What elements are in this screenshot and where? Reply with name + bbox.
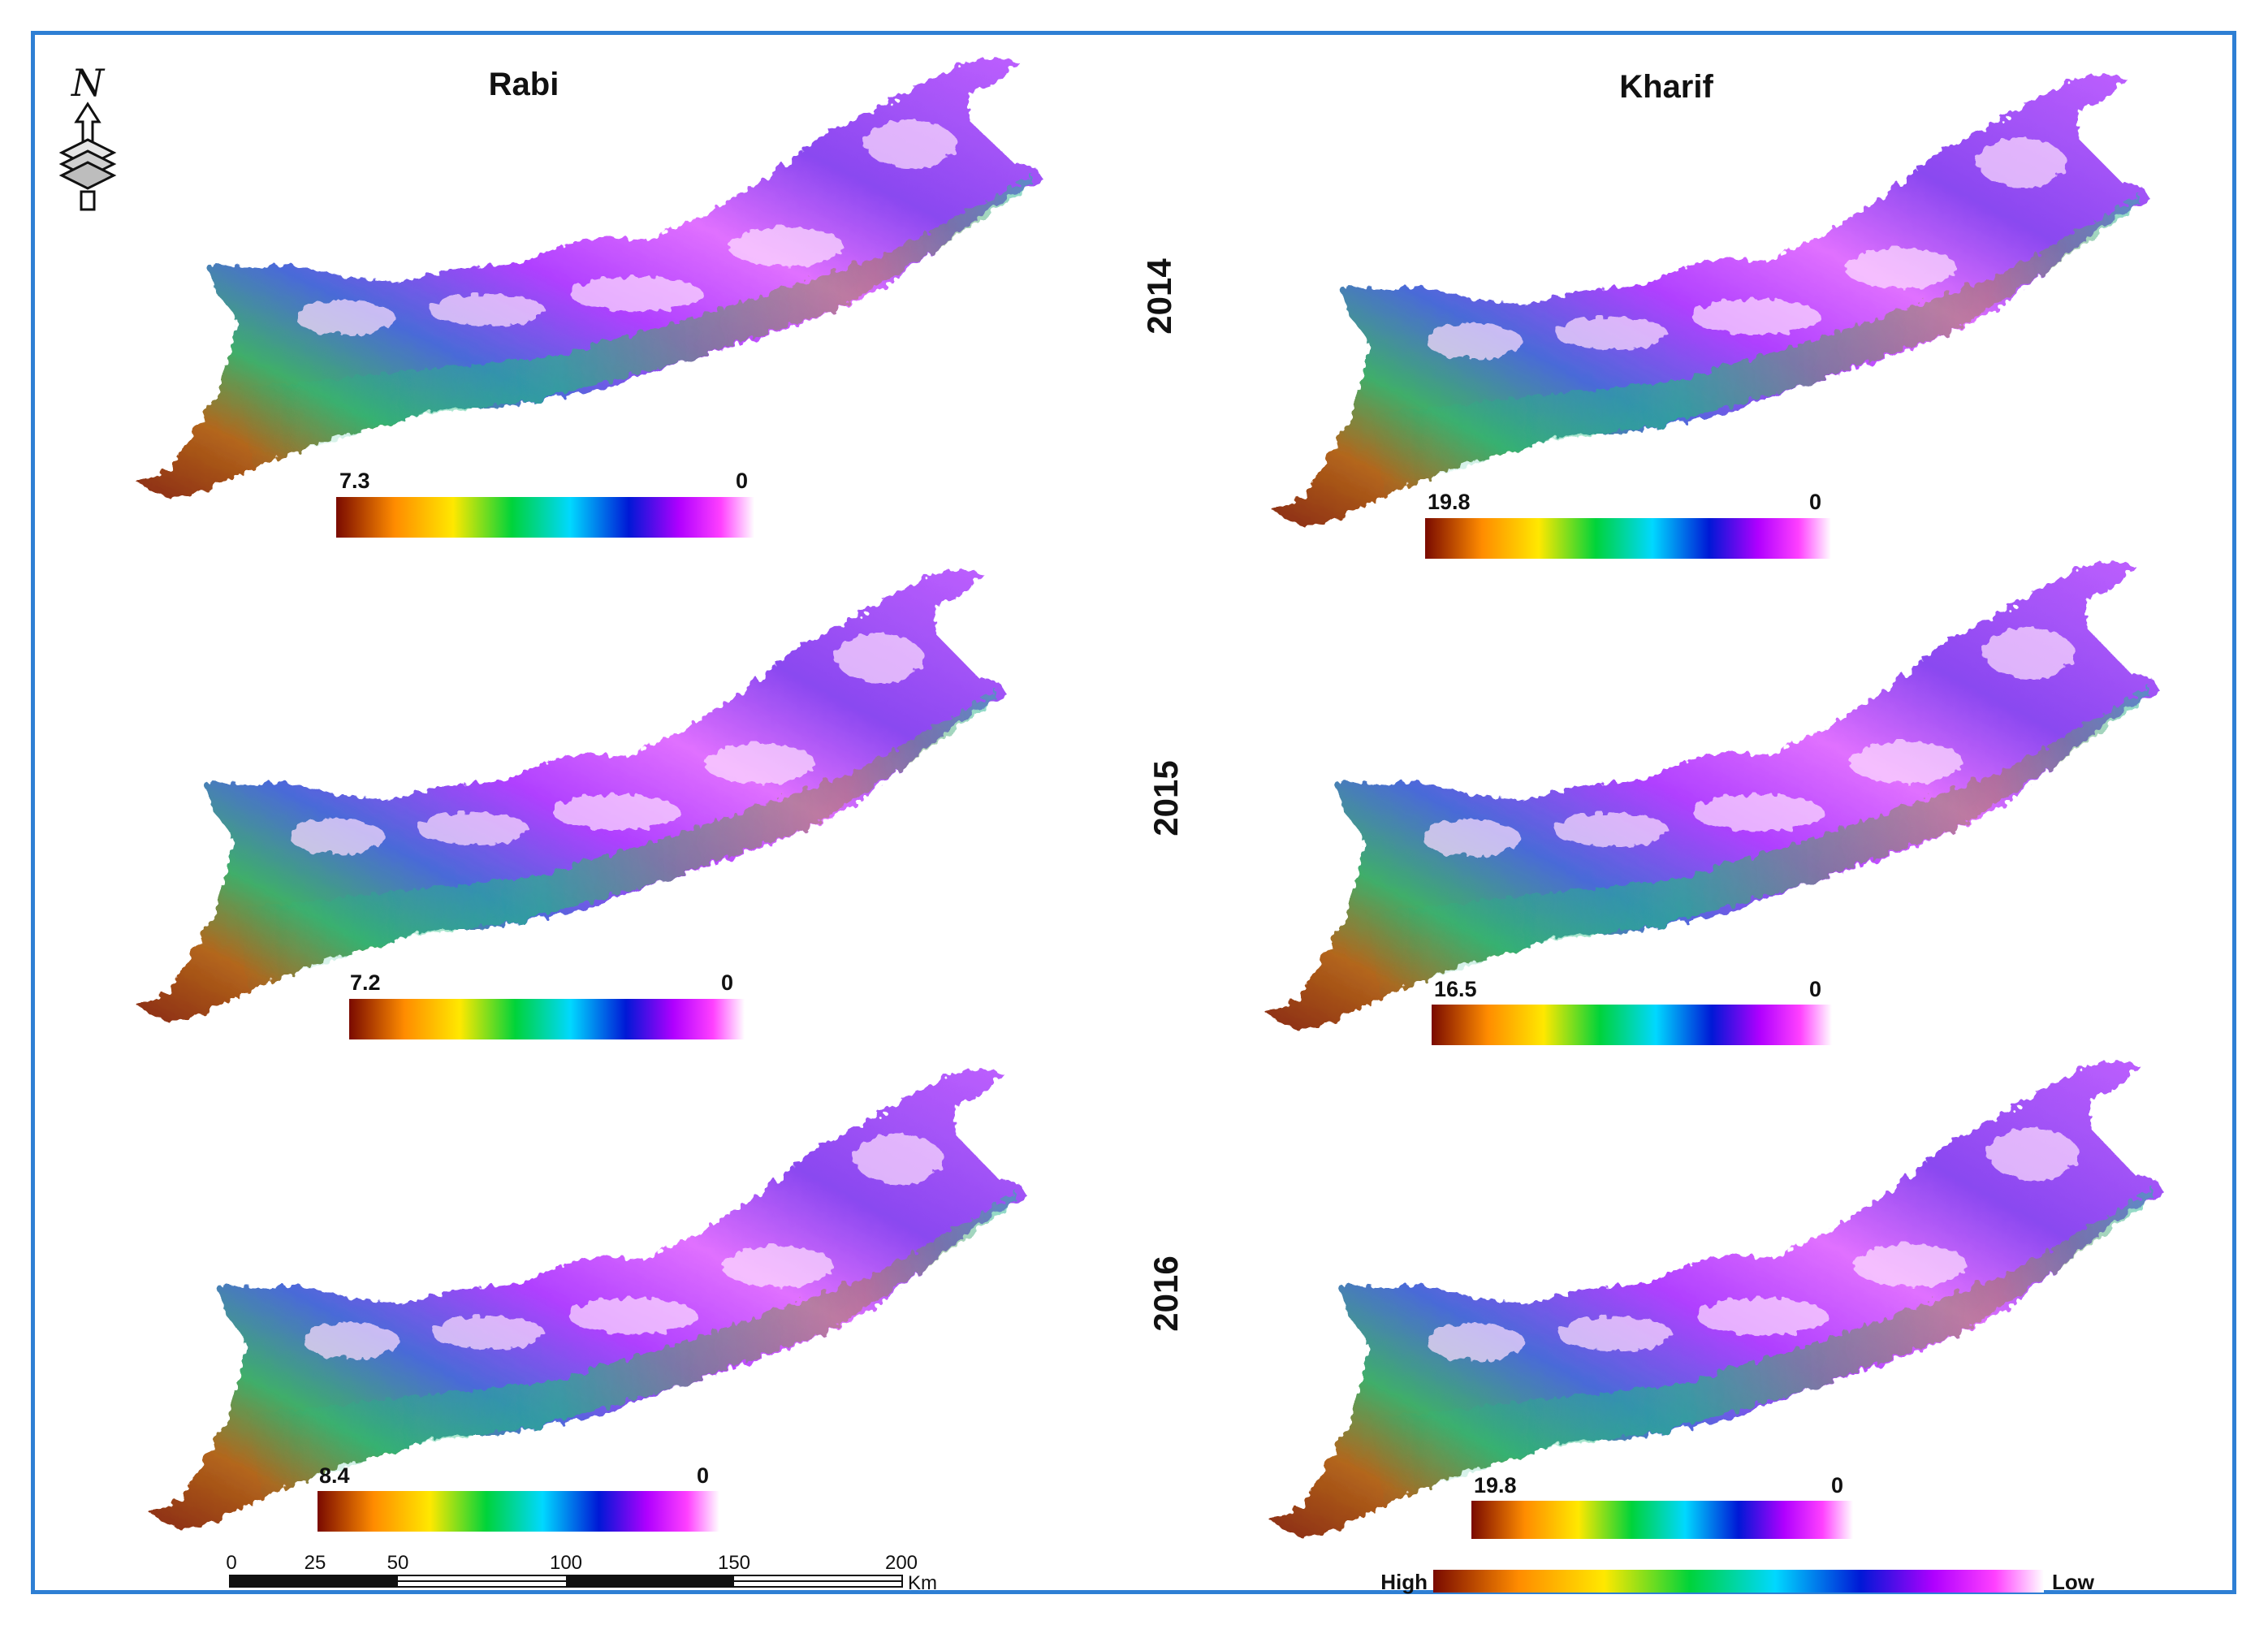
scale-tick: 200 — [885, 1552, 918, 1574]
low-value-patch — [1422, 819, 1521, 857]
legend-max-value: 7.3 — [339, 469, 370, 493]
low-value-patch — [865, 119, 957, 168]
low-value-patch — [1844, 248, 1958, 288]
high-value-band — [1365, 686, 2152, 998]
north-arrow-icon: N — [58, 61, 117, 211]
low-value-patch — [728, 227, 845, 266]
low-value-patch — [552, 794, 680, 830]
year-label-2014: 2014 — [1140, 258, 1178, 335]
low-value-patch — [303, 1322, 400, 1359]
legend-max-value: 16.5 — [1434, 977, 1477, 1001]
low-value-patch — [1691, 299, 1821, 335]
legend-kharif-2015: 16.5 0 — [1432, 977, 1832, 1045]
scale-tick: 100 — [550, 1552, 582, 1574]
low-value-patch — [569, 276, 703, 312]
legend-min-value: 0 — [1809, 490, 1821, 514]
low-value-patch — [1692, 793, 1825, 832]
main-legend: High Low — [1380, 1570, 2095, 1594]
scale-unit: Km — [908, 1572, 937, 1594]
low-value-patch — [1696, 1297, 1829, 1336]
legend-max-value: 7.2 — [350, 970, 381, 995]
scale-tick: 50 — [387, 1552, 409, 1574]
legend-min-value: 0 — [1831, 1473, 1843, 1498]
legend-max-value: 19.8 — [1428, 490, 1471, 514]
main-legend-ramp — [1433, 1570, 2044, 1593]
map-panel-rabi-2016 — [150, 1068, 1027, 1531]
low-value-patch — [1984, 627, 2075, 678]
map-panel-kharif-2016 — [1271, 1060, 2164, 1539]
low-value-patch — [853, 1134, 943, 1184]
high-value-band — [237, 175, 1035, 469]
high-value-band — [1369, 1188, 2156, 1505]
main-legend-low: Low — [2052, 1570, 2095, 1594]
low-value-patch — [1976, 138, 2066, 187]
legend-ramp — [1432, 1005, 1832, 1045]
column-title-kharif: Kharif — [1619, 69, 1713, 105]
year-label-2015: 2015 — [1147, 760, 1185, 836]
main-legend-high: High — [1380, 1570, 1428, 1594]
column-title-rabi: Rabi — [489, 67, 559, 102]
north-label: N — [71, 61, 106, 105]
legend-max-value: 8.4 — [319, 1463, 350, 1488]
low-value-patch — [429, 293, 546, 326]
legend-min-value: 0 — [697, 1463, 709, 1488]
low-value-patch — [1426, 323, 1523, 359]
scale-tick: 0 — [226, 1552, 236, 1574]
low-value-patch — [1554, 317, 1668, 349]
low-value-patch — [1852, 1243, 1968, 1287]
high-value-band — [246, 1191, 1020, 1498]
legend-ramp — [318, 1491, 719, 1532]
legend-rabi-2014: 7.3 0 — [336, 469, 754, 538]
legend-ramp — [336, 497, 754, 538]
low-value-patch — [835, 633, 923, 682]
legend-rabi-2015: 7.2 0 — [349, 970, 745, 1039]
low-value-patch — [431, 1316, 545, 1350]
low-value-patch — [1553, 812, 1669, 847]
scale-tick: 25 — [305, 1552, 326, 1574]
low-value-patch — [1988, 1128, 2079, 1180]
year-label-2016: 2016 — [1147, 1255, 1185, 1331]
map-panel-rabi-2015 — [138, 568, 1007, 1023]
low-value-patch — [1426, 1323, 1525, 1361]
legend-ramp — [349, 999, 745, 1039]
low-value-patch — [296, 300, 396, 335]
scale-tick: 150 — [718, 1552, 750, 1574]
high-value-band — [1369, 195, 2143, 495]
low-value-patch — [703, 743, 816, 784]
legend-kharif-2014: 19.8 0 — [1425, 490, 1831, 559]
low-value-patch — [568, 1297, 698, 1334]
high-value-band — [233, 690, 1000, 991]
map-panel-kharif-2015 — [1267, 560, 2160, 1031]
legend-ramp — [1471, 1501, 1853, 1539]
legend-ramp — [1425, 518, 1831, 559]
scale-bar: 0 25 50 100 150 200 Km — [226, 1552, 937, 1594]
low-value-patch — [417, 812, 529, 845]
map-panel-rabi-2014 — [138, 57, 1043, 499]
low-value-patch — [1848, 741, 1963, 784]
low-value-patch — [721, 1245, 835, 1287]
low-value-patch — [289, 819, 386, 854]
legend-min-value: 0 — [736, 469, 748, 493]
legend-rabi-2016: 8.4 0 — [318, 1463, 719, 1532]
map-panel-kharif-2014 — [1273, 73, 2150, 528]
legend-min-value: 0 — [1809, 977, 1821, 1001]
low-value-patch — [1557, 1316, 1673, 1351]
legend-max-value: 19.8 — [1474, 1473, 1517, 1498]
legend-min-value: 0 — [721, 970, 733, 995]
legend-kharif-2016: 19.8 0 — [1471, 1473, 1853, 1539]
